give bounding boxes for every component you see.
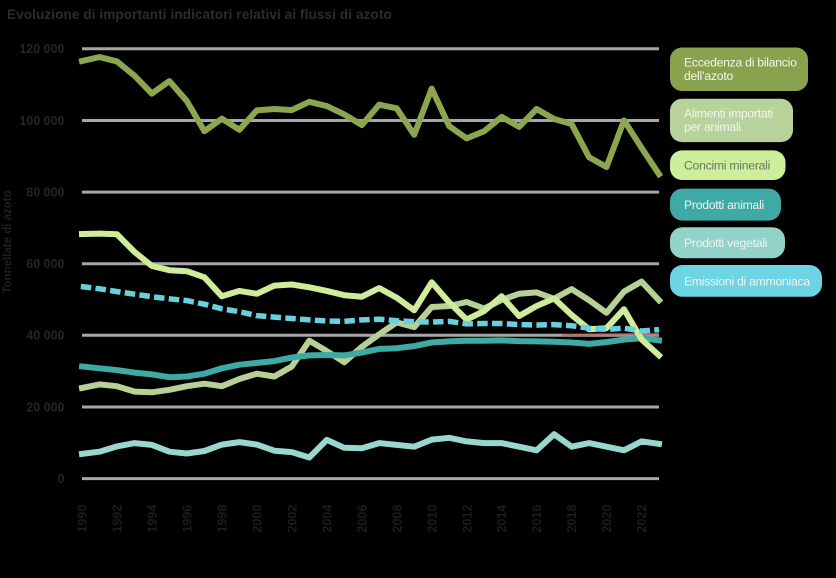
svg-text:dell’azoto: dell’azoto (684, 69, 733, 83)
svg-text:2022: 2022 (635, 505, 649, 533)
svg-text:80 000: 80 000 (26, 185, 64, 199)
svg-text:2006: 2006 (355, 505, 369, 533)
svg-text:1994: 1994 (146, 505, 160, 533)
svg-text:2018: 2018 (565, 505, 579, 533)
svg-text:2012: 2012 (460, 505, 474, 533)
svg-text:Tonnellate di azoto: Tonnellate di azoto (2, 190, 14, 293)
svg-text:2008: 2008 (390, 505, 404, 533)
svg-text:Eccedenza di bilancio: Eccedenza di bilancio (684, 56, 797, 70)
svg-text:100 000: 100 000 (19, 114, 64, 128)
svg-text:40 000: 40 000 (26, 329, 64, 343)
svg-text:2014: 2014 (495, 505, 509, 533)
svg-text:20 000: 20 000 (26, 400, 64, 414)
svg-text:Prodotti animali: Prodotti animali (684, 198, 764, 212)
svg-text:Emissioni di ammoniaca: Emissioni di ammoniaca (684, 274, 810, 288)
svg-text:1996: 1996 (181, 505, 195, 533)
svg-text:2002: 2002 (285, 505, 299, 533)
svg-text:1998: 1998 (216, 505, 230, 533)
svg-text:0: 0 (58, 472, 65, 486)
svg-text:2004: 2004 (320, 505, 334, 533)
svg-text:Alimenti importati: Alimenti importati (684, 107, 773, 121)
svg-text:per animali: per animali (684, 120, 741, 134)
svg-text:Prodotti vegetali: Prodotti vegetali (684, 236, 767, 250)
svg-text:2016: 2016 (530, 505, 544, 533)
svg-text:1990: 1990 (76, 505, 90, 533)
svg-text:1992: 1992 (111, 505, 125, 533)
svg-text:Evoluzione di importanti indic: Evoluzione di importanti indicatori rela… (7, 7, 392, 22)
svg-text:2000: 2000 (250, 505, 264, 533)
svg-text:2010: 2010 (425, 505, 439, 533)
svg-text:Concimi minerali: Concimi minerali (684, 159, 770, 173)
svg-text:60 000: 60 000 (26, 257, 64, 271)
svg-text:120 000: 120 000 (19, 42, 64, 56)
svg-text:2020: 2020 (600, 505, 614, 533)
